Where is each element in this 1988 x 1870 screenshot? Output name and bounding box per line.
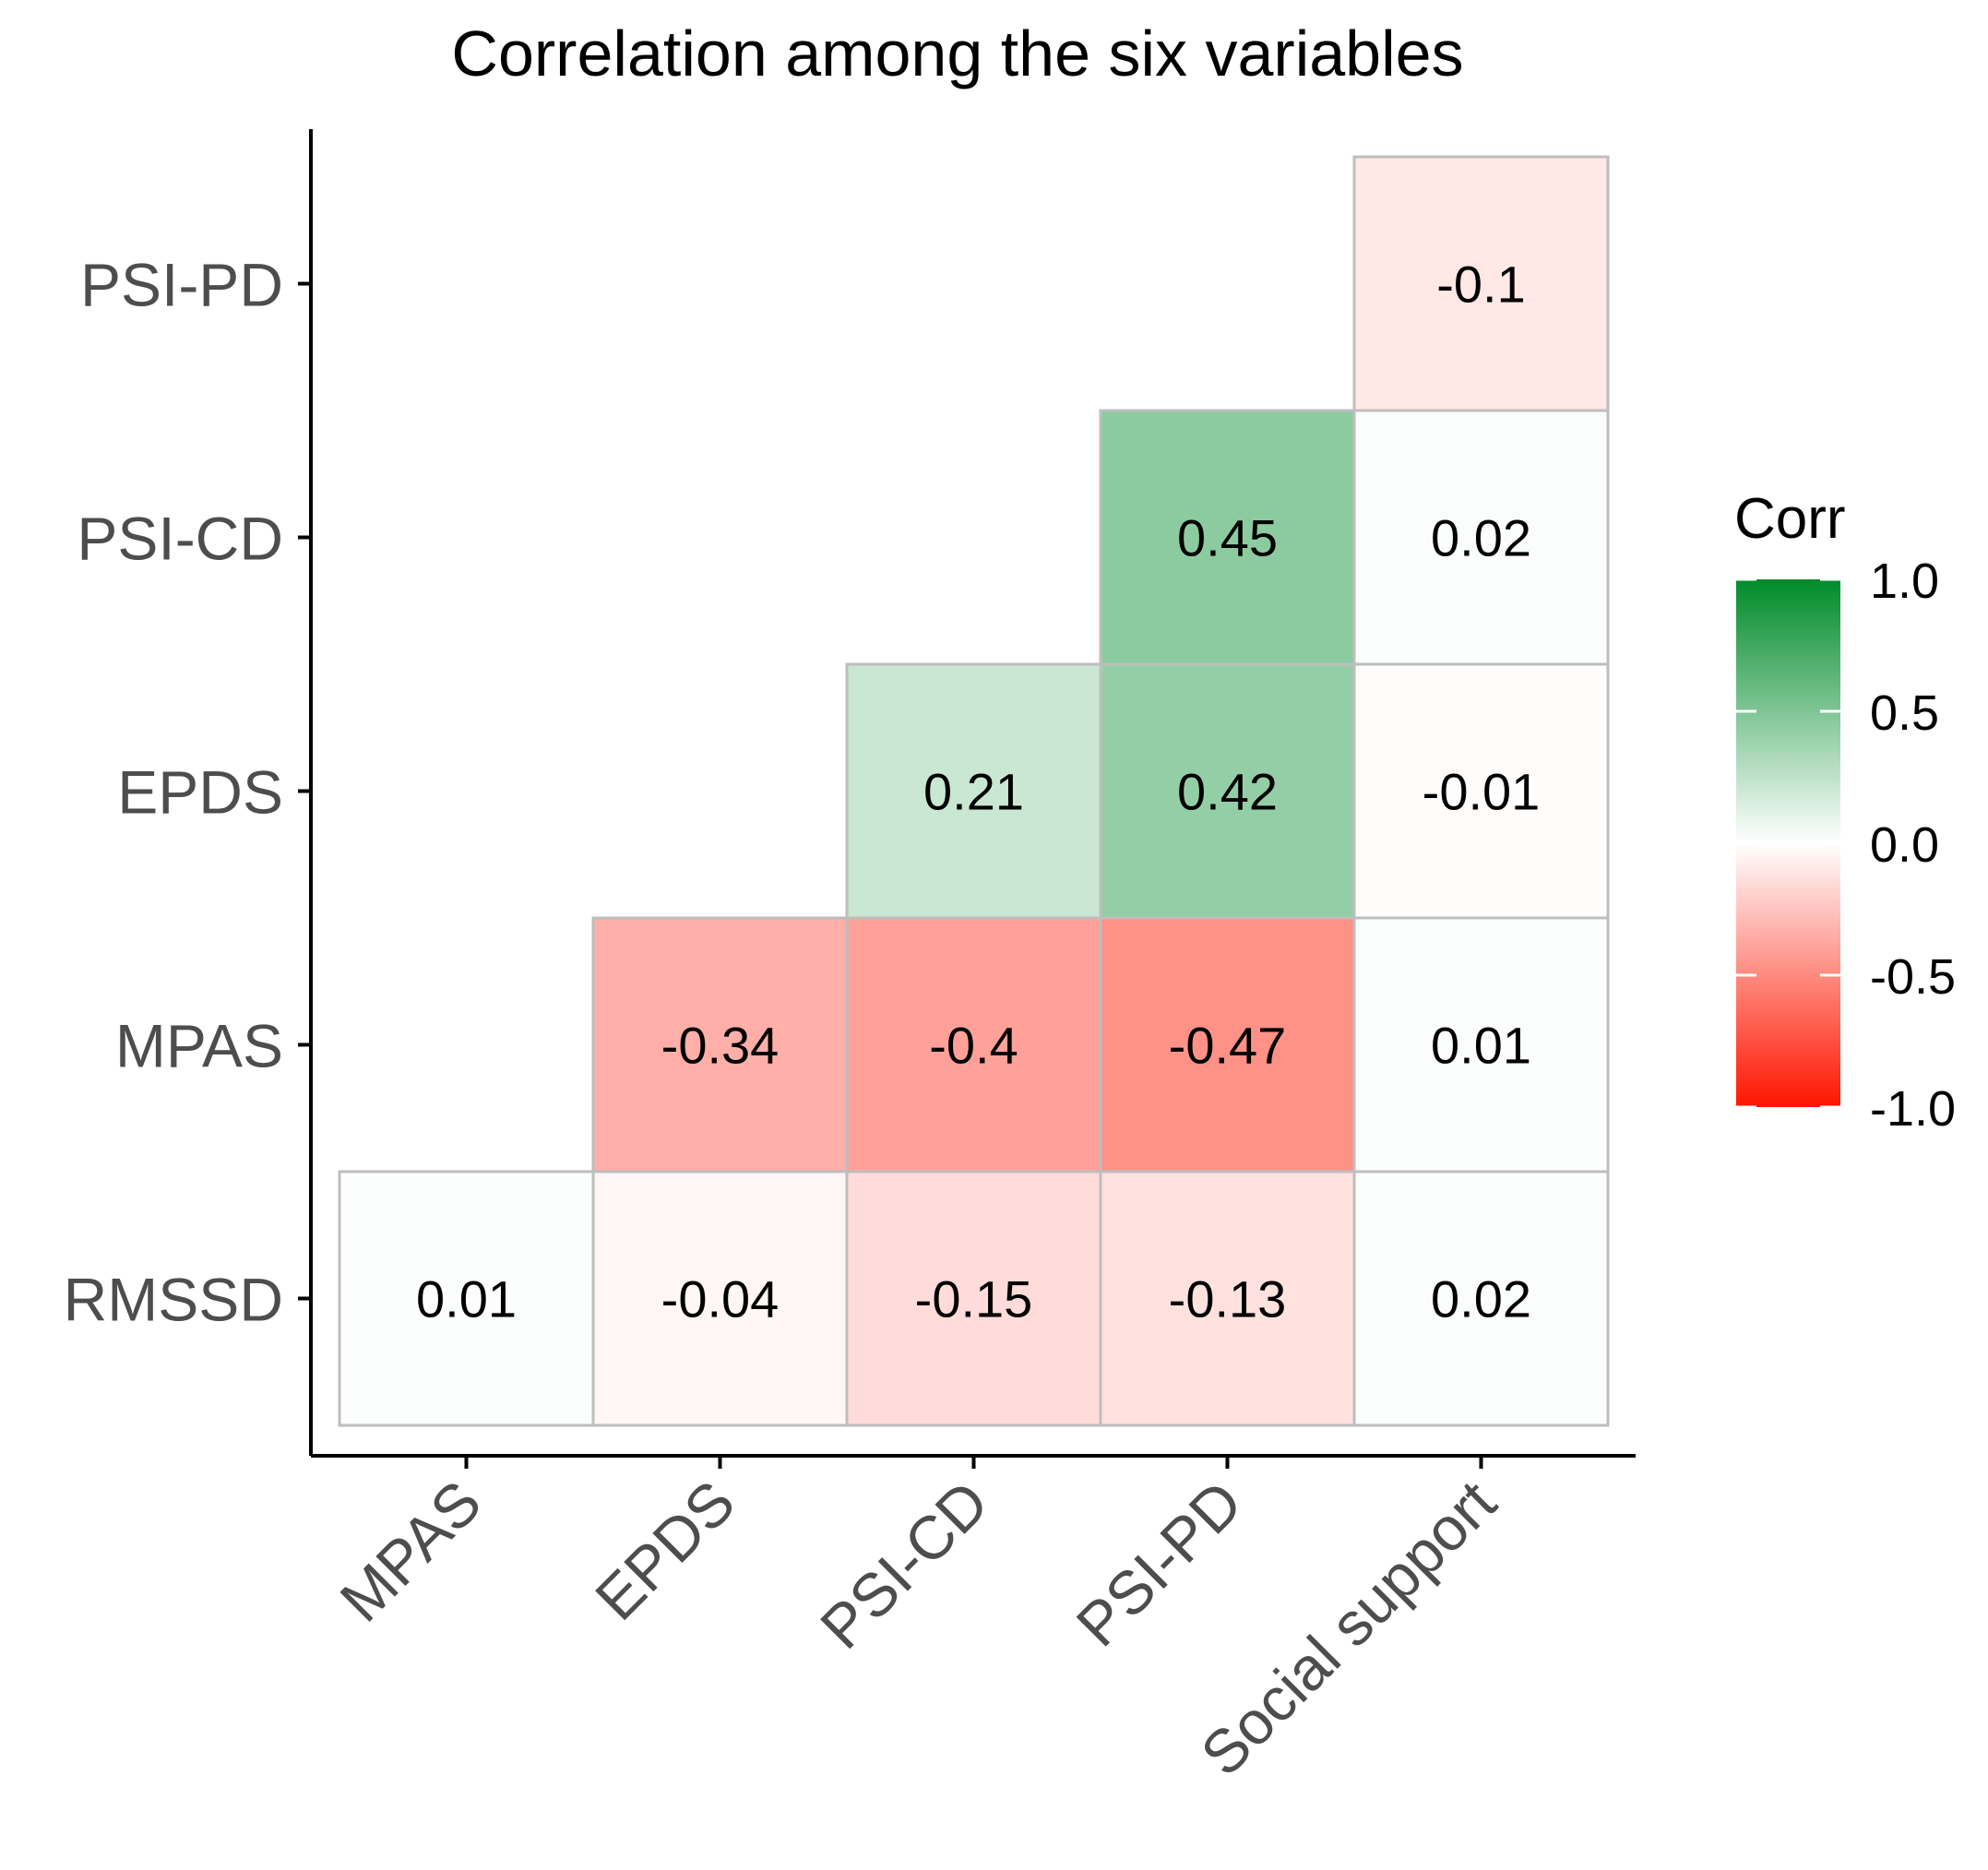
cell-value-label: 0.45: [1177, 509, 1278, 567]
cell-value-label: -0.34: [661, 1017, 780, 1075]
y-tick-label: RMSSD: [64, 1266, 283, 1334]
cell-value-label: 0.42: [1177, 763, 1278, 821]
heatmap-cell-rmssd-psi-cd: [845, 1170, 1102, 1427]
heatmap-cell-psi-pd-social-support: [1352, 155, 1610, 412]
legend-title: Corr: [1734, 487, 1846, 551]
cell-value-label: -0.4: [929, 1017, 1018, 1075]
heatmap-cells: 0.01 -0.04 -0.15 -0.13 0.02 -0.34 -0.4 -0.47 0.0…: [338, 155, 1610, 1427]
chart-title: Correlation among the six variables: [451, 18, 1463, 89]
cell-value-label: -0.13: [1169, 1270, 1287, 1328]
y-tick-label: EPDS: [117, 758, 283, 827]
heatmap-cell-psi-cd-psi-pd: [1099, 409, 1356, 666]
heatmap-cell-epds-psi-pd: [1099, 662, 1356, 920]
legend-tick-label: 1.0: [1870, 554, 1939, 609]
legend-tick-label: 0.5: [1870, 685, 1939, 741]
cell-value-label: 0.02: [1431, 509, 1531, 567]
legend-tick-label: -0.5: [1870, 949, 1956, 1005]
cell-value-label: -0.01: [1423, 763, 1541, 821]
cell-value-label: 0.01: [1431, 1017, 1531, 1075]
cell-value-label: 0.21: [923, 763, 1024, 821]
cell-value-label: -0.1: [1436, 256, 1526, 314]
color-legend: Corr 1.0 0.5 0.0 -0.5 -1.0: [1734, 487, 1956, 1137]
cell-value-label: -0.47: [1169, 1017, 1287, 1075]
y-tick-label: PSI-PD: [80, 251, 283, 319]
heatmap-cell-mpas-psi-pd: [1099, 916, 1356, 1173]
cell-value-label: 0.02: [1431, 1270, 1531, 1328]
heatmap-cell-mpas-epds: [591, 916, 849, 1173]
heatmap-cell-rmssd-social-support: [1352, 1170, 1610, 1427]
legend-tick-label: -1.0: [1870, 1081, 1956, 1137]
legend-tick-label: 0.0: [1870, 817, 1939, 873]
heatmap-cell-epds-psi-cd: [845, 662, 1102, 920]
cell-value-label: 0.01: [416, 1270, 517, 1328]
heatmap-cell-psi-cd-social-support: [1352, 409, 1610, 666]
cell-value-label: -0.15: [915, 1270, 1033, 1328]
cell-value-label: -0.04: [661, 1270, 780, 1328]
heatmap-cell-mpas-social-support: [1352, 916, 1610, 1173]
heatmap-cell-rmssd-mpas: [338, 1170, 595, 1427]
y-tick-label: MPAS: [115, 1012, 283, 1080]
y-tick-label: PSI-CD: [77, 505, 283, 573]
